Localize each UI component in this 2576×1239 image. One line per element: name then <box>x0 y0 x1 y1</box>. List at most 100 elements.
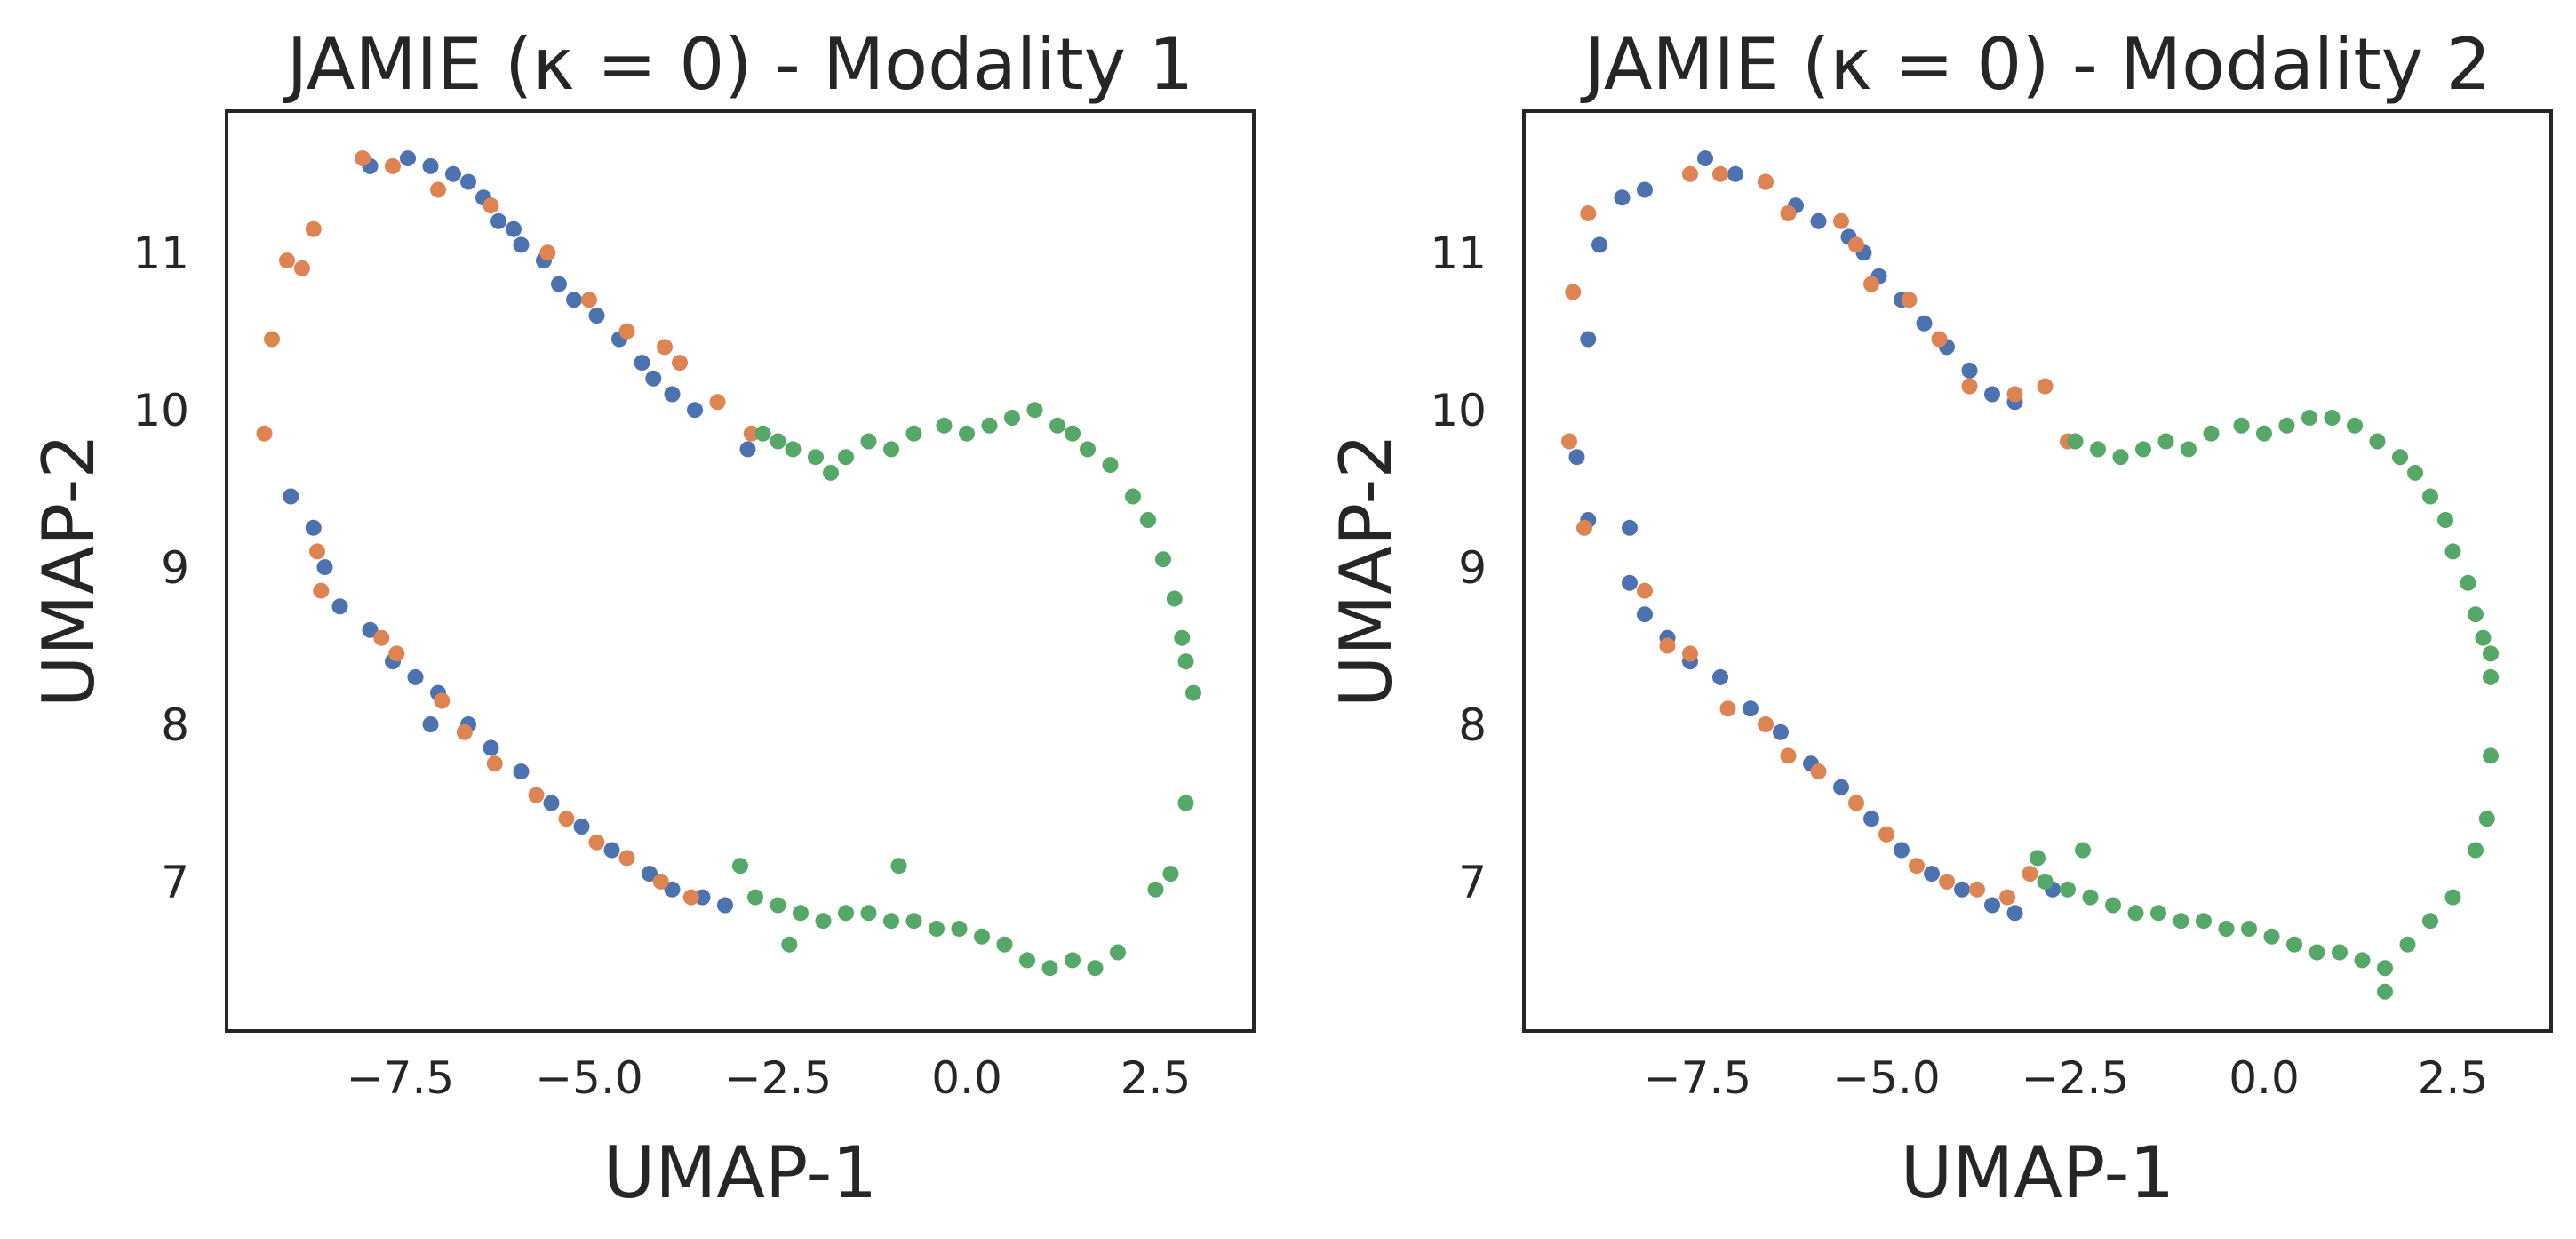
point-s2-7 <box>2233 417 2250 434</box>
point-s0-22 <box>1637 606 1653 623</box>
x-axis-label: UMAP-1 <box>1901 1131 2175 1214</box>
point-s0-25 <box>407 668 424 685</box>
scatter-panel-modality-2: −7.5 −5.0 −2.5 0.0 2.5 7 8 9 10 11 JAMIE (κ = 0)… <box>1325 23 2553 1214</box>
point-s0-2 <box>422 157 439 174</box>
point-s2-24 <box>2483 747 2499 764</box>
point-s2-44 <box>747 889 763 906</box>
point-s1-26 <box>618 850 635 867</box>
point-s2-19 <box>1140 512 1156 528</box>
point-s2-22 <box>1174 629 1191 646</box>
point-s1-19 <box>1682 645 1698 662</box>
x-ticks: −7.5 −5.0 −2.5 0.0 2.5 <box>1644 1052 2488 1104</box>
point-s2-26 <box>2468 842 2484 859</box>
point-s2-28 <box>2422 913 2438 930</box>
y-tick-label: 9 <box>1458 542 1487 594</box>
point-s1-23 <box>528 787 545 803</box>
y-tick-label: 11 <box>1430 228 1487 279</box>
point-s2-41 <box>2127 905 2144 922</box>
point-s1-3 <box>1682 165 1698 182</box>
point-s2-12 <box>1004 410 1020 426</box>
point-s2-3 <box>2135 441 2151 458</box>
point-s2-38 <box>883 913 899 930</box>
point-s2-33 <box>2309 944 2325 961</box>
point-s0-20 <box>1622 519 1638 536</box>
point-s0-33 <box>1954 881 1970 898</box>
point-s2-31 <box>2354 952 2371 969</box>
point-s1-21 <box>456 723 473 740</box>
point-s1-20 <box>1719 700 1736 717</box>
point-s2-46 <box>781 936 798 953</box>
point-s1-23 <box>1810 763 1827 780</box>
point-s0-19 <box>283 488 299 505</box>
point-s2-47 <box>890 858 907 875</box>
point-s1-22 <box>486 755 503 772</box>
x-ticks: −7.5 −5.0 −2.5 0.0 2.5 <box>347 1052 1191 1104</box>
point-s0-31 <box>1894 842 1910 859</box>
point-s2-20 <box>2468 606 2484 623</box>
point-s0-15 <box>645 370 662 387</box>
point-s2-16 <box>1080 441 1096 458</box>
point-s2-5 <box>2181 441 2197 458</box>
point-s0-20 <box>305 519 322 536</box>
point-s2-34 <box>2286 936 2302 953</box>
x-tick-label: 2.5 <box>2418 1052 2489 1104</box>
point-s0-4 <box>460 173 476 190</box>
point-s2-1 <box>2090 441 2106 458</box>
point-s2-2 <box>785 441 802 458</box>
point-s0-32 <box>603 842 620 859</box>
point-s2-13 <box>2369 433 2386 450</box>
point-s0-1 <box>1637 181 1653 198</box>
point-s1-17 <box>313 582 330 599</box>
point-s0-30 <box>543 795 560 811</box>
point-s0-10 <box>551 276 567 292</box>
point-s1-30 <box>2022 866 2038 883</box>
point-s0-16 <box>664 386 681 403</box>
point-s2-21 <box>2475 629 2492 646</box>
point-s2-16 <box>2422 488 2438 505</box>
point-s1-12 <box>657 339 673 356</box>
point-s1-3 <box>294 260 310 276</box>
y-tick-label: 7 <box>1458 857 1487 908</box>
point-s2-2 <box>2112 449 2129 466</box>
point-s1-2 <box>279 252 295 269</box>
point-s1-2 <box>1580 205 1597 221</box>
point-s0-14 <box>634 355 650 372</box>
point-s2-21 <box>1166 590 1183 607</box>
point-s0-11 <box>1916 315 1933 332</box>
plot-frame <box>1522 109 2553 1033</box>
point-s1-27 <box>652 873 669 890</box>
point-s1-25 <box>1878 826 1894 843</box>
point-s1-9 <box>539 244 556 261</box>
point-s1-27 <box>1939 873 1955 890</box>
point-s1-17 <box>1637 582 1653 599</box>
point-s1-5 <box>1758 173 1774 190</box>
point-s1-28 <box>1969 881 1985 898</box>
point-s2-36 <box>929 921 945 937</box>
point-s0-31 <box>573 819 590 835</box>
point-s2-19 <box>2460 574 2476 591</box>
point-s2-4 <box>2157 433 2174 450</box>
point-s2-29 <box>2399 936 2416 953</box>
point-s2-45 <box>2037 873 2054 890</box>
point-s1-4 <box>305 220 322 237</box>
data-points <box>256 150 1201 977</box>
point-s2-0 <box>754 425 771 442</box>
point-s2-34 <box>974 928 990 945</box>
point-s2-48 <box>2377 983 2393 1000</box>
point-s1-21 <box>1758 716 1774 732</box>
point-s2-9 <box>936 417 953 434</box>
point-s1-19 <box>388 645 405 662</box>
point-s0-7 <box>506 220 522 237</box>
point-s2-42 <box>793 905 809 922</box>
point-s1-18 <box>373 629 390 646</box>
point-s0-12 <box>588 308 605 324</box>
y-tick-label: 8 <box>161 699 189 751</box>
point-s1-11 <box>618 323 635 340</box>
point-s2-9 <box>2278 417 2295 434</box>
point-s1-14 <box>2037 378 2054 395</box>
y-tick-label: 10 <box>1430 385 1487 436</box>
point-s2-42 <box>2105 897 2121 914</box>
point-s1-8 <box>1848 236 1864 253</box>
point-s2-6 <box>2203 425 2220 442</box>
